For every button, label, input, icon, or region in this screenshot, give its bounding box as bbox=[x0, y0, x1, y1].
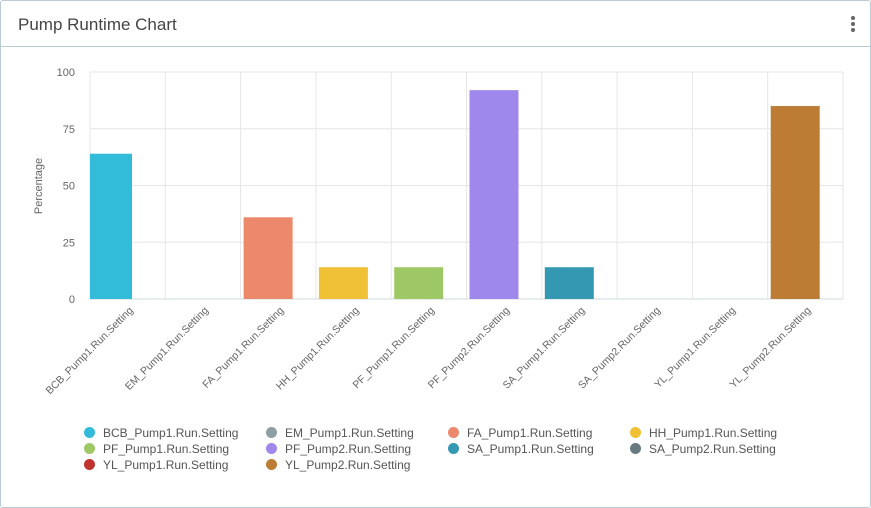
x-tick-label: HH_Pump1.Run.Setting bbox=[274, 305, 362, 393]
legend-label: PF_Pump1.Run.Setting bbox=[103, 441, 230, 456]
legend-marker-icon bbox=[266, 443, 277, 454]
legend-marker-icon bbox=[630, 443, 641, 454]
x-tick-label: SA_Pump2.Run.Setting bbox=[576, 305, 663, 392]
bar-SA_Pump1.Run.Setting bbox=[544, 267, 594, 299]
legend-item[interactable]: FA_Pump1.Run.Setting bbox=[448, 425, 630, 440]
legend-marker-icon bbox=[266, 459, 277, 470]
legend-label: PF_Pump2.Run.Setting bbox=[285, 441, 412, 456]
y-tick-label: 0 bbox=[69, 294, 75, 306]
x-tick-label: YL_Pump1.Run.Setting bbox=[652, 305, 738, 391]
bar-PF_Pump1.Run.Setting bbox=[394, 267, 444, 299]
kebab-menu-icon[interactable] bbox=[850, 16, 856, 36]
legend-marker-icon bbox=[448, 443, 459, 454]
legend-label: YL_Pump1.Run.Setting bbox=[103, 457, 229, 472]
bar-chart: 0 25 50 75 100 Percentage BCB_Pump1.Run.Settin… bbox=[33, 67, 844, 397]
x-tick-label: PF_Pump1.Run.Setting bbox=[350, 305, 437, 392]
legend-label: YL_Pump2.Run.Setting bbox=[285, 457, 411, 472]
bar-PF_Pump2.Run.Setting bbox=[469, 90, 519, 299]
legend-marker-icon bbox=[84, 427, 95, 438]
legend-item[interactable]: HH_Pump1.Run.Setting bbox=[630, 425, 812, 440]
legend-label: EM_Pump1.Run.Setting bbox=[285, 425, 414, 440]
legend-label: BCB_Pump1.Run.Setting bbox=[103, 425, 239, 440]
x-tick-label: BCB_Pump1.Run.Setting bbox=[44, 305, 136, 397]
legend-item[interactable]: EM_Pump1.Run.Setting bbox=[266, 425, 448, 440]
legend-marker-icon bbox=[84, 459, 95, 470]
legend-marker-icon bbox=[448, 427, 459, 438]
card-header: Pump Runtime Chart bbox=[1, 1, 870, 47]
legend-item[interactable]: PF_Pump1.Run.Setting bbox=[84, 441, 266, 456]
y-tick-label: 75 bbox=[63, 124, 75, 136]
legend-label: SA_Pump1.Run.Setting bbox=[467, 441, 594, 456]
x-tick-label: FA_Pump1.Run.Setting bbox=[200, 305, 286, 391]
legend-item[interactable]: SA_Pump1.Run.Setting bbox=[448, 441, 630, 456]
legend-label: SA_Pump2.Run.Setting bbox=[649, 441, 776, 456]
legend-marker-icon bbox=[84, 443, 95, 454]
x-tick-label: SA_Pump1.Run.Setting bbox=[501, 305, 588, 392]
legend-item[interactable]: YL_Pump1.Run.Setting bbox=[84, 457, 266, 472]
legend-marker-icon bbox=[266, 427, 277, 438]
y-axis-label: Percentage bbox=[33, 158, 45, 214]
legend-item[interactable]: SA_Pump2.Run.Setting bbox=[630, 441, 812, 456]
legend-item[interactable]: BCB_Pump1.Run.Setting bbox=[84, 425, 266, 440]
legend-item[interactable]: YL_Pump2.Run.Setting bbox=[266, 457, 448, 472]
y-tick-label: 100 bbox=[57, 67, 75, 79]
chart-title: Pump Runtime Chart bbox=[18, 15, 177, 34]
y-tick-label: 50 bbox=[63, 181, 75, 193]
bar-BCB_Pump1.Run.Setting bbox=[90, 153, 132, 299]
x-tick-label: PF_Pump2.Run.Setting bbox=[426, 305, 513, 392]
chart-legend: BCB_Pump1.Run.Setting EM_Pump1.Run.Settin… bbox=[84, 425, 804, 472]
bar-YL_Pump2.Run.Setting bbox=[770, 106, 820, 299]
bar-FA_Pump1.Run.Setting bbox=[243, 217, 293, 299]
x-tick-label: EM_Pump1.Run.Setting bbox=[123, 305, 211, 393]
legend-label: FA_Pump1.Run.Setting bbox=[467, 425, 593, 440]
legend-marker-icon bbox=[630, 427, 641, 438]
y-tick-label: 25 bbox=[63, 237, 75, 249]
bar-HH_Pump1.Run.Setting bbox=[318, 267, 368, 299]
x-tick-label: YL_Pump2.Run.Setting bbox=[727, 305, 813, 391]
legend-item[interactable]: PF_Pump2.Run.Setting bbox=[266, 441, 448, 456]
legend-label: HH_Pump1.Run.Setting bbox=[649, 425, 778, 440]
